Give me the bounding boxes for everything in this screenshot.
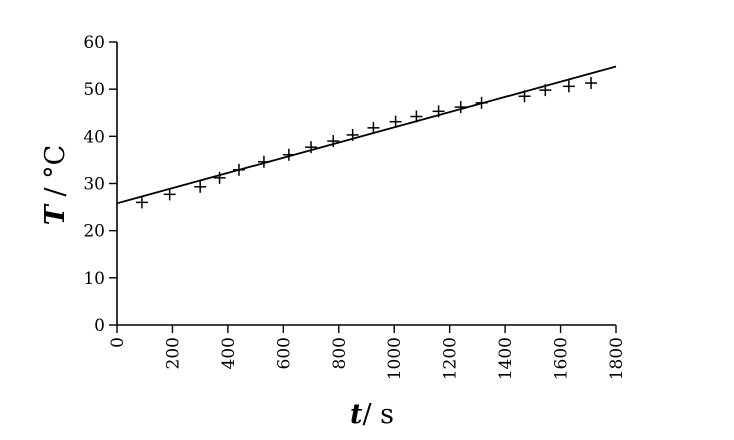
x-tick-label: 0	[108, 337, 128, 348]
data-point	[305, 141, 318, 154]
data-point	[257, 155, 270, 168]
y-tick-label: 50	[83, 80, 105, 100]
x-axis-title: t/ s	[350, 399, 394, 430]
data-point	[232, 163, 245, 176]
x-tick-label: 1600	[552, 337, 572, 380]
y-tick-label: 40	[83, 127, 105, 147]
x-tick-label: 600	[274, 337, 294, 369]
x-tick-label: 1000	[385, 337, 405, 380]
data-point	[282, 148, 295, 161]
x-tick-label: 1400	[496, 337, 516, 380]
data-point	[518, 90, 531, 103]
x-tick-label: 800	[330, 337, 350, 369]
data-point	[163, 188, 176, 201]
y-tick-label: 20	[83, 222, 105, 242]
data-point	[410, 110, 423, 123]
trend-line-group	[116, 65, 617, 205]
x-axis: 0 200 400 600 800 1000 1200 1400 1600 1800	[108, 324, 627, 380]
y-axis-title: T / °C	[40, 145, 71, 226]
x-axis-unit: / s	[362, 399, 394, 430]
data-point	[194, 180, 207, 193]
x-tick-label: 1200	[441, 337, 461, 380]
data-point	[135, 196, 148, 209]
y-axis-variable: T	[40, 203, 71, 225]
y-tick-label: 60	[83, 33, 105, 53]
trend-line	[116, 65, 617, 205]
x-axis-variable: t	[350, 399, 363, 430]
data-point	[454, 101, 467, 114]
data-point	[432, 105, 445, 118]
data-point	[213, 171, 226, 184]
data-point	[539, 84, 552, 97]
data-point	[585, 77, 598, 90]
data-point	[475, 96, 488, 109]
data-points	[135, 77, 598, 209]
y-tick-label: 0	[94, 316, 105, 336]
data-point	[327, 135, 340, 148]
y-tick-label: 30	[83, 175, 105, 195]
y-axis: 0 10 20 30 40 50 60	[83, 33, 118, 336]
x-tick-label: 400	[219, 337, 239, 369]
y-tick-label: 10	[83, 269, 105, 289]
data-point	[562, 80, 575, 93]
y-axis-unit: / °C	[40, 145, 71, 205]
x-tick-label: 1800	[607, 337, 627, 380]
data-point	[346, 128, 359, 141]
data-point	[367, 121, 380, 134]
x-tick-label: 200	[163, 337, 183, 369]
data-point	[389, 115, 402, 128]
